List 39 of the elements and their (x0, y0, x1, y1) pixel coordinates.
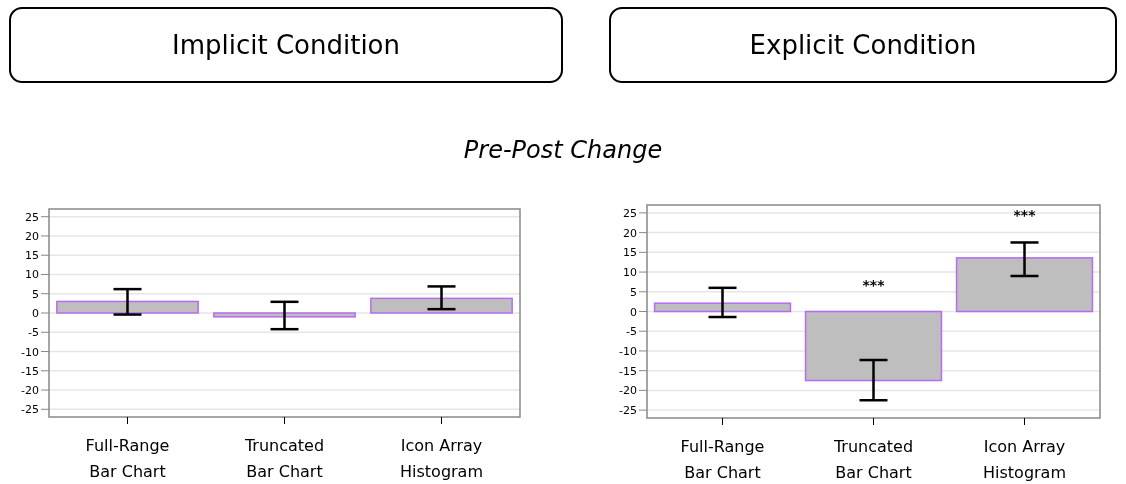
y-tick-label: 0 (32, 307, 39, 320)
x-tick-label: Truncated Bar Chart (243, 436, 325, 481)
bar (370, 297, 513, 314)
y-tick-label: 10 (25, 268, 39, 282)
chart-title: Explicit Condition (749, 30, 977, 60)
bar (653, 302, 792, 313)
x-tick-label: Icon Array Histogram (400, 436, 483, 481)
x-tick-label: Icon Array Histogram (983, 437, 1066, 482)
y-tick-label: 0 (630, 305, 637, 319)
bar (804, 310, 943, 382)
y-tick-label: 5 (32, 287, 39, 301)
y-tick-label: -15 (21, 364, 39, 378)
y-tick-label: 5 (630, 285, 637, 299)
x-tick-label: Full-Range Bar Chart (85, 436, 170, 481)
y-tick-label: 15 (25, 249, 39, 263)
y-tick-label: 25 (623, 206, 637, 220)
chart-title: Implicit Condition (172, 30, 400, 60)
y-tick-label: -10 (21, 345, 39, 359)
annotation: *** (1013, 207, 1037, 224)
bar (56, 300, 199, 314)
x-tick-label: Truncated Bar Chart (832, 437, 914, 482)
y-tick-label: 15 (623, 246, 637, 260)
y-tick-label: -20 (619, 384, 637, 398)
y-tick-label: -5 (28, 326, 39, 340)
y-tick-label: -10 (619, 344, 637, 358)
x-tick-label: Full-Range Bar Chart (680, 437, 765, 482)
bar (213, 312, 356, 318)
y-tick-label: 10 (623, 266, 637, 280)
y-tick-label: -15 (619, 364, 637, 378)
bar (955, 257, 1094, 313)
y-tick-label: 20 (25, 229, 39, 243)
annotation: *** (862, 276, 886, 293)
y-tick-label: -25 (619, 404, 637, 418)
y-tick-label: 25 (25, 210, 39, 224)
y-tick-label: -5 (626, 325, 637, 339)
chart-subtitle: Pre-Post Change (463, 136, 663, 164)
y-tick-label: -20 (21, 384, 39, 398)
y-tick-label: -25 (21, 403, 39, 417)
y-tick-label: 20 (623, 226, 637, 240)
